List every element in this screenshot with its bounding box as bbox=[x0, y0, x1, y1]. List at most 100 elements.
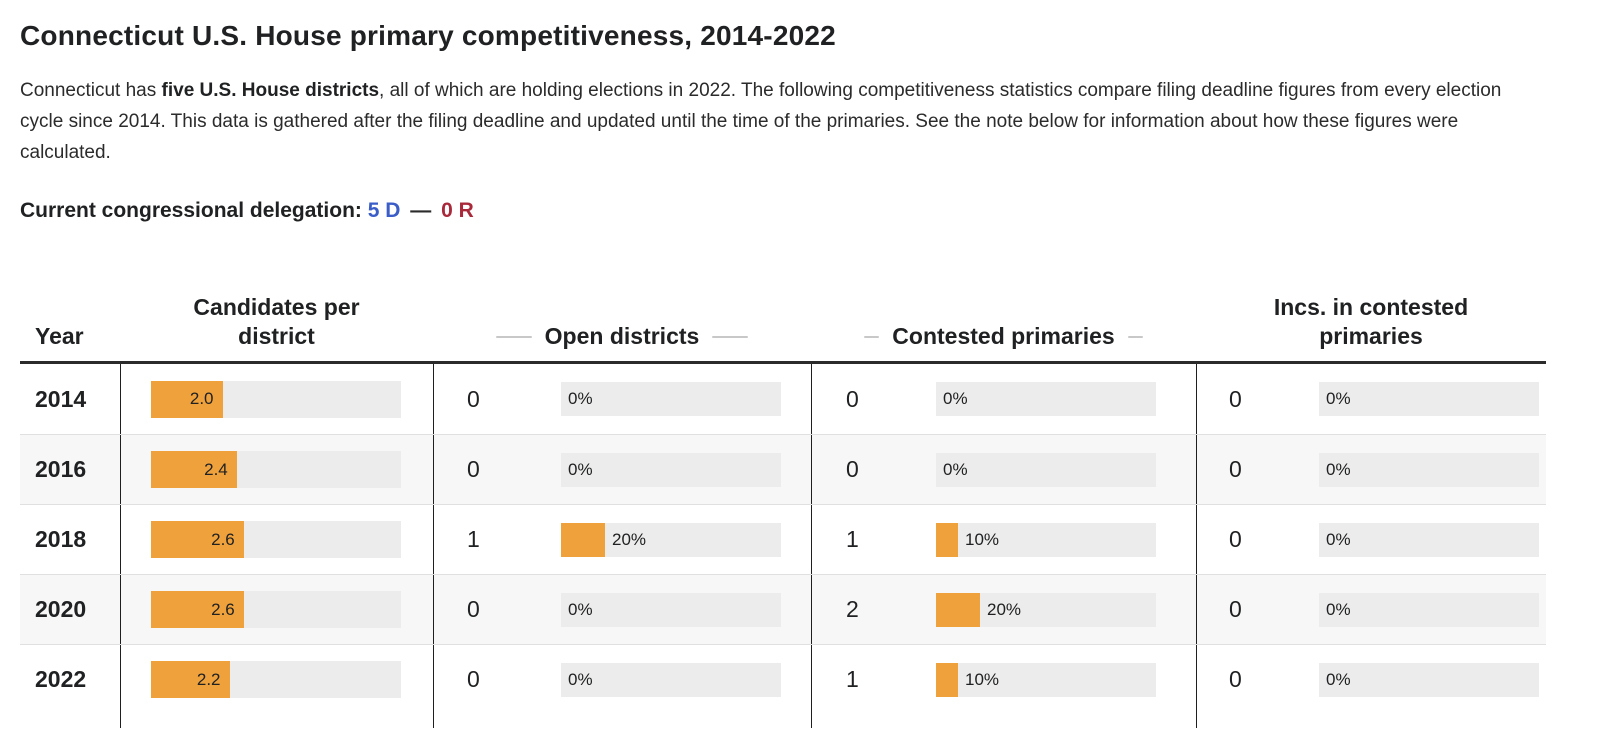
header-candidates-per-district: Candidates per district bbox=[193, 294, 360, 349]
candidates-value: 2.6 bbox=[211, 529, 235, 549]
header-incs-contested-primaries: Incs. in contested primaries bbox=[1273, 294, 1469, 349]
incs-pct-label: 0% bbox=[1326, 459, 1351, 479]
year-label: 2022 bbox=[35, 666, 87, 692]
incs-cell: 0 0% bbox=[1196, 645, 1546, 714]
incs-cell: 0 0% bbox=[1196, 575, 1546, 644]
open-pct-label: 0% bbox=[568, 389, 593, 408]
intro-text-post: , all of which are holding elections in … bbox=[20, 80, 1502, 163]
delegation-line: Current congressional delegation: 5 D — … bbox=[20, 199, 1600, 223]
table-row-2022: 2022 2.2 0 0% 1 10 bbox=[20, 644, 1546, 714]
contested-count: 0 bbox=[846, 456, 859, 482]
open-bar-track: 0% bbox=[561, 662, 781, 697]
incs-count: 0 bbox=[1229, 385, 1242, 412]
open-bar-track: 0% bbox=[561, 592, 781, 627]
incs-bar-track: 0% bbox=[1319, 662, 1539, 697]
contested-count: 1 bbox=[846, 526, 859, 552]
contested-bar-fill bbox=[936, 662, 958, 697]
candidates-value: 2.4 bbox=[204, 459, 228, 479]
header-contested-primaries: Contested primaries bbox=[811, 269, 1196, 361]
candidates-bar-fill: 2.4 bbox=[151, 451, 237, 488]
contested-pct-label: 0% bbox=[943, 459, 968, 479]
delegation-dem-count: 5 D bbox=[367, 199, 401, 222]
table-body: 2014 2.0 0 0% 0 0% bbox=[20, 364, 1546, 714]
delegation-rep-count: 0 R bbox=[441, 199, 474, 222]
candidates-value: 2.2 bbox=[196, 669, 221, 689]
table-row-2014: 2014 2.0 0 0% 0 0% bbox=[20, 364, 1546, 434]
contested-bar-track: 10% bbox=[936, 662, 1156, 697]
open-bar-fill bbox=[561, 522, 605, 557]
candidates-cell: 2.2 bbox=[120, 645, 433, 714]
contested-bar-track: 0% bbox=[936, 382, 1156, 416]
year-label: 2016 bbox=[35, 456, 87, 482]
table-row-2016: 2016 2.4 0 0% 0 0% bbox=[20, 434, 1546, 504]
header-dash-icon bbox=[495, 335, 532, 338]
incs-bar-track: 0% bbox=[1319, 452, 1539, 487]
incs-count: 0 bbox=[1229, 596, 1242, 622]
year-label: 2018 bbox=[35, 526, 87, 552]
contested-primaries-cell: 0 0% bbox=[811, 435, 1196, 504]
candidates-cell: 2.6 bbox=[120, 505, 433, 574]
incs-cell: 0 0% bbox=[1196, 435, 1546, 504]
header-dash-icon bbox=[712, 335, 749, 338]
open-count: 0 bbox=[467, 456, 480, 482]
open-count: 0 bbox=[467, 385, 480, 412]
incs-pct-label: 0% bbox=[1326, 599, 1351, 619]
table-row-2020: 2020 2.6 0 0% 2 20 bbox=[20, 574, 1546, 644]
candidates-cell: 2.0 bbox=[120, 364, 433, 434]
incs-bar-track: 0% bbox=[1319, 522, 1539, 557]
incs-count: 0 bbox=[1229, 666, 1242, 692]
contested-primaries-cell: 0 0% bbox=[811, 364, 1196, 434]
candidates-bar-track: 2.0 bbox=[151, 380, 401, 418]
incs-pct-label: 0% bbox=[1326, 669, 1351, 689]
candidates-cell: 2.6 bbox=[120, 575, 433, 644]
open-pct-label: 0% bbox=[568, 599, 593, 619]
contested-primaries-cell: 1 10% bbox=[811, 645, 1196, 714]
contested-count: 1 bbox=[846, 666, 859, 692]
table-header-row: Year Candidates per district Open distri… bbox=[20, 269, 1546, 364]
intro-text-bold: five U.S. House districts bbox=[161, 80, 380, 101]
incs-cell: 0 0% bbox=[1196, 364, 1546, 434]
incs-pct-label: 0% bbox=[1326, 389, 1351, 408]
candidates-value: 2.6 bbox=[211, 599, 235, 619]
delegation-label: Current congressional delegation: bbox=[20, 199, 362, 222]
contested-bar-track: 0% bbox=[936, 452, 1156, 487]
header-dash-icon bbox=[864, 335, 880, 338]
year-label: 2014 bbox=[35, 385, 87, 412]
open-bar-track: 0% bbox=[561, 382, 781, 416]
table-row-2018: 2018 2.6 1 20% 1 1 bbox=[20, 504, 1546, 574]
open-pct-label: 0% bbox=[568, 459, 593, 479]
open-count: 1 bbox=[467, 526, 480, 552]
intro-text-pre: Connecticut has bbox=[20, 80, 162, 101]
table-footer-spacer bbox=[20, 714, 1546, 728]
candidates-bar-fill: 2.6 bbox=[151, 521, 244, 558]
incs-cell: 0 0% bbox=[1196, 505, 1546, 574]
open-count: 0 bbox=[467, 596, 480, 622]
page: Connecticut U.S. House primary competiti… bbox=[20, 20, 1600, 728]
header-open-districts: Open districts bbox=[433, 269, 811, 361]
competitiveness-table: Year Candidates per district Open distri… bbox=[20, 269, 1546, 728]
incs-pct-label: 0% bbox=[1326, 529, 1351, 549]
contested-bar-track: 10% bbox=[936, 522, 1156, 557]
contested-pct-label: 0% bbox=[943, 389, 968, 408]
contested-bar-fill bbox=[936, 592, 980, 627]
candidates-bar-track: 2.2 bbox=[151, 661, 401, 698]
incs-count: 0 bbox=[1229, 456, 1242, 482]
contested-pct-label: 20% bbox=[987, 599, 1022, 619]
contested-bar-track: 20% bbox=[936, 592, 1156, 627]
candidates-value: 2.0 bbox=[189, 389, 214, 408]
open-districts-cell: 0 0% bbox=[433, 364, 811, 434]
candidates-bar-track: 2.6 bbox=[151, 521, 401, 558]
incs-count: 0 bbox=[1229, 526, 1242, 552]
open-districts-cell: 0 0% bbox=[433, 645, 811, 714]
candidates-cell: 2.4 bbox=[120, 435, 433, 504]
open-bar-track: 20% bbox=[561, 522, 781, 557]
open-districts-cell: 0 0% bbox=[433, 575, 811, 644]
contested-count: 2 bbox=[846, 596, 859, 622]
header-year: Year bbox=[35, 323, 84, 349]
page-title: Connecticut U.S. House primary competiti… bbox=[20, 20, 836, 51]
intro-paragraph: Connecticut has five U.S. House district… bbox=[20, 75, 1510, 168]
year-label: 2020 bbox=[35, 596, 87, 622]
header-dash-icon bbox=[1127, 335, 1143, 338]
candidates-bar-fill: 2.2 bbox=[151, 661, 230, 698]
open-districts-cell: 1 20% bbox=[433, 505, 811, 574]
